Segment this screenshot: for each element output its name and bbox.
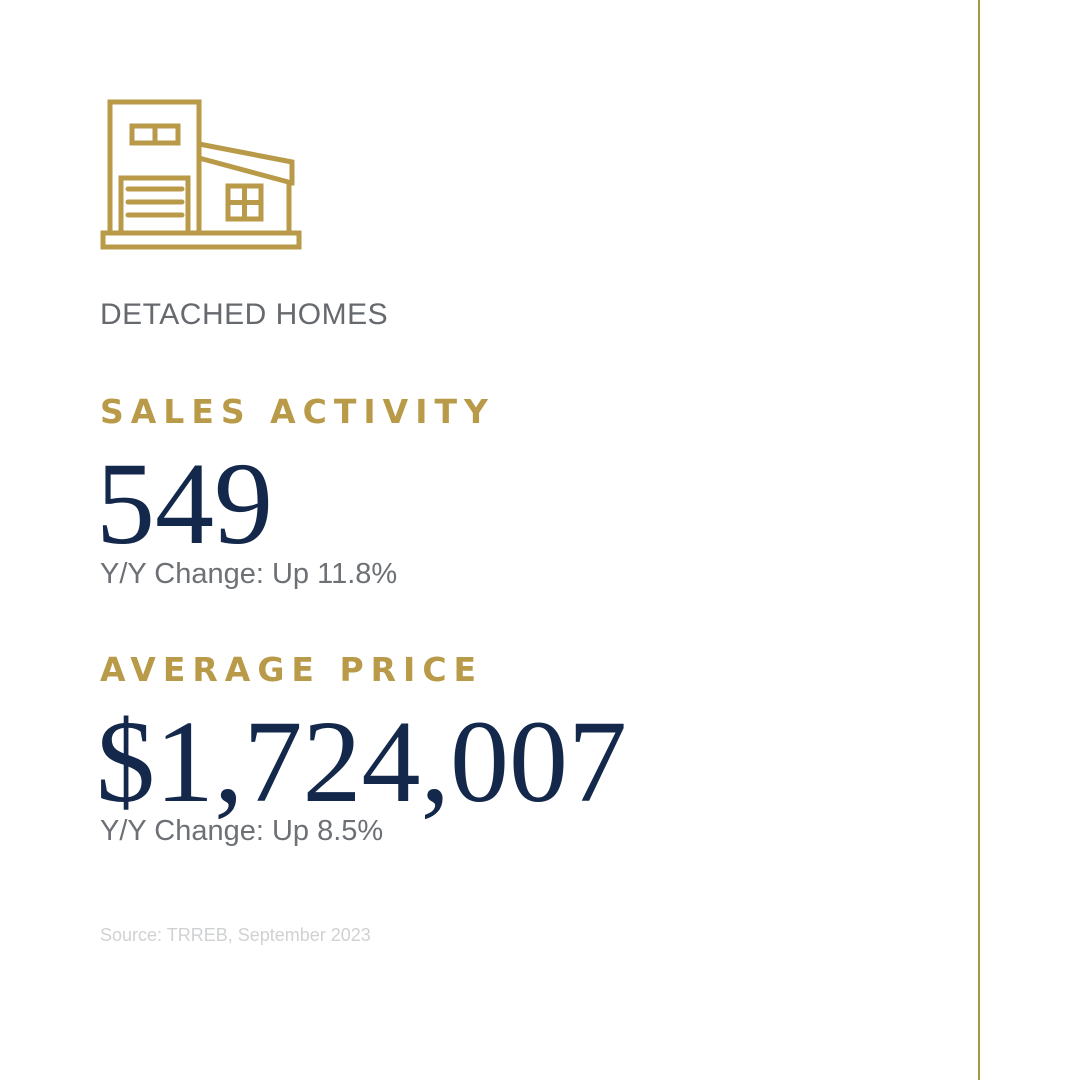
sales-activity-change: Y/Y Change: Up 11.8% <box>100 558 398 590</box>
sales-activity-label: SALES ACTIVITY <box>100 392 495 431</box>
average-price-change: Y/Y Change: Up 8.5% <box>100 815 384 847</box>
average-price-value: $1,724,007 <box>96 696 627 827</box>
sales-activity-value: 549 <box>96 438 273 569</box>
category-title: DETACHED HOMES <box>100 298 389 331</box>
average-price-label: AVERAGE PRICE <box>100 650 484 689</box>
detached-house-icon <box>100 98 304 252</box>
source-note: Source: TRREB, September 2023 <box>100 925 371 945</box>
vertical-divider-line <box>978 0 980 1080</box>
